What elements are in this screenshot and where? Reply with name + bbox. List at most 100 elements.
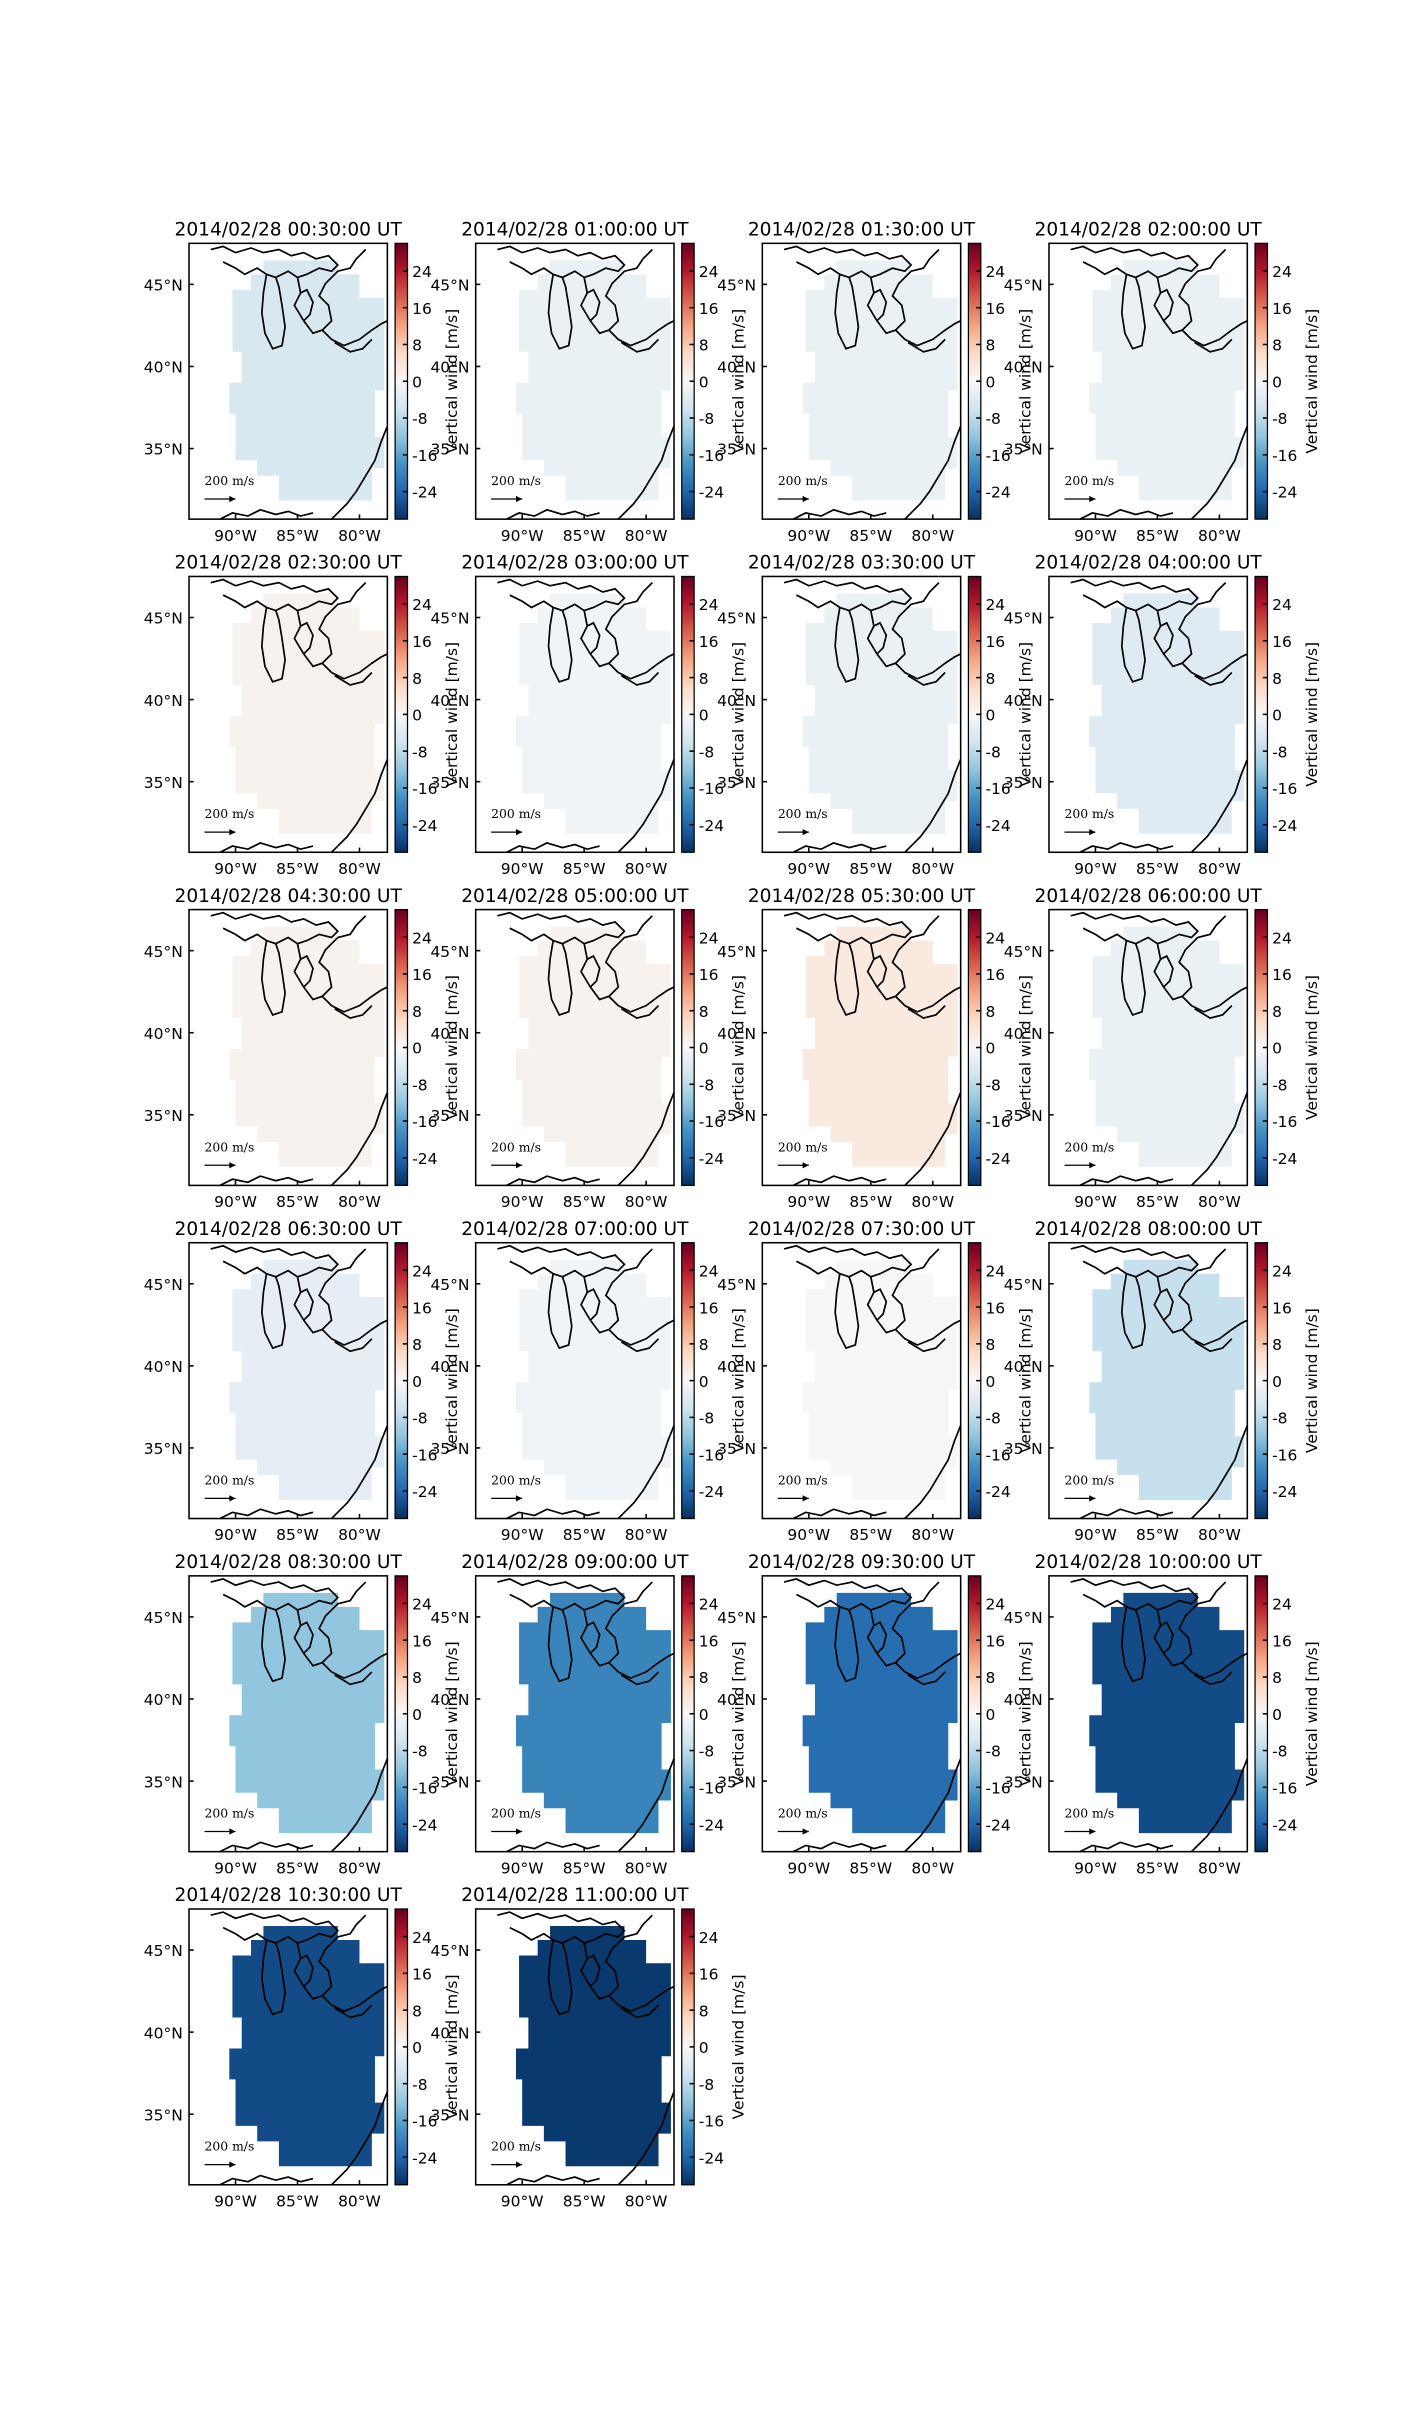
colorbar-tick-label: 16 xyxy=(985,1299,1005,1317)
colorbar-tick-label: 24 xyxy=(412,596,432,614)
coastline xyxy=(586,954,601,988)
y-tick-label: 40°N xyxy=(1004,1691,1043,1709)
colorbar-tick-label: -24 xyxy=(699,1816,724,1834)
coastline xyxy=(904,425,962,520)
x-tick-label: 80°W xyxy=(1198,527,1241,545)
colorbar-tick-label: 0 xyxy=(985,1706,995,1724)
reference-arrow-head xyxy=(1089,495,1096,503)
colorbar-tick-label: 16 xyxy=(1272,1299,1292,1317)
colorbar-tick-label: -16 xyxy=(699,1780,724,1798)
axes-frame xyxy=(188,1241,389,1520)
coastline xyxy=(1079,1508,1174,1520)
colorbar-tick-label: 16 xyxy=(985,966,1005,984)
reference-arrow-head xyxy=(802,1162,809,1169)
colorbar-tick-label: -16 xyxy=(1272,1780,1297,1798)
x-tick-label: 80°W xyxy=(911,860,954,878)
x-tick-label: 90°W xyxy=(1074,860,1117,878)
colorbar-tick-label: 0 xyxy=(699,1373,709,1391)
x-tick-label: 80°W xyxy=(1198,1193,1241,1211)
wind-field xyxy=(1089,1592,1245,1834)
reference-arrow-head xyxy=(1089,1162,1096,1169)
colorbar-tick-label: 0 xyxy=(699,1706,709,1724)
x-tick-label: 80°W xyxy=(1198,1859,1241,1877)
colorbar-tick-label: -24 xyxy=(412,484,437,502)
axes-frame xyxy=(1048,242,1249,520)
colorbar-label: Vertical wind [m/s] xyxy=(1016,642,1034,787)
y-tick-label: 40°N xyxy=(144,1691,183,1709)
colorbar-label: Vertical wind [m/s] xyxy=(1303,1641,1321,1786)
reference-arrow-label: 200 m/s xyxy=(491,806,541,821)
coastline xyxy=(219,1841,314,1853)
y-tick-label: 40°N xyxy=(1004,692,1043,710)
colorbar-tick-label: 0 xyxy=(1272,1706,1282,1724)
y-tick-label: 45°N xyxy=(430,1942,469,1960)
colorbar-tick-label: 16 xyxy=(1272,1632,1292,1650)
colorbar-tick-label: -8 xyxy=(1272,1410,1287,1428)
x-tick-label: 80°W xyxy=(625,860,668,878)
panel: 2014/02/28 10:00:00 UT 200 m/s 90°W 85°W 80°… xyxy=(1004,1552,1321,1877)
coastline xyxy=(834,607,860,683)
coastline xyxy=(586,288,601,322)
panel-title: 2014/02/28 11:00:00 UT xyxy=(461,1885,689,1906)
y-tick-label: 45°N xyxy=(144,1942,183,1960)
colorbar-tick-label: -16 xyxy=(699,780,724,798)
colorbar-tick-label: 8 xyxy=(1272,670,1282,688)
axes-frame xyxy=(188,1575,389,1853)
colorbar-tick-label: -16 xyxy=(985,447,1010,465)
panel: 2014/02/28 02:00:00 UT 200 m/s 90°W 85°W 80°… xyxy=(1004,220,1321,545)
coastline xyxy=(219,1508,314,1520)
x-tick-label: 80°W xyxy=(625,1859,668,1877)
coastline xyxy=(1070,1578,1199,1611)
colorbar-label: Vertical wind [m/s] xyxy=(1016,1641,1034,1786)
coastline xyxy=(321,1319,388,1346)
x-tick-label: 85°W xyxy=(563,860,606,878)
colorbar-tick-label: 0 xyxy=(412,1706,422,1724)
coastline xyxy=(547,607,573,683)
coastline xyxy=(260,1606,286,1683)
colorbar-tick-label: -8 xyxy=(1272,743,1287,761)
reference-arrow-label: 200 m/s xyxy=(778,1806,828,1821)
y-tick-label: 45°N xyxy=(717,277,756,295)
axes-frame xyxy=(761,1241,962,1520)
coastline xyxy=(873,621,888,655)
coastline xyxy=(1079,1175,1174,1187)
panel-title: 2014/02/28 08:00:00 UT xyxy=(1035,1219,1263,1240)
coastline xyxy=(219,842,314,854)
coastline xyxy=(506,2174,600,2186)
panel-title: 2014/02/28 08:30:00 UT xyxy=(175,1552,403,1573)
colorbar-tick-label: 8 xyxy=(699,1003,709,1021)
x-tick-label: 90°W xyxy=(214,1193,257,1211)
coastline xyxy=(866,248,940,335)
colorbar-tick-label: -8 xyxy=(985,410,1000,428)
coastline xyxy=(1190,1092,1249,1187)
x-tick-label: 90°W xyxy=(501,527,544,545)
colorbar-tick-label: 24 xyxy=(1272,929,1292,947)
x-tick-label: 90°W xyxy=(787,1193,830,1211)
coastline xyxy=(608,986,675,1013)
axes-frame xyxy=(474,908,675,1187)
colorbar-tick-label: -8 xyxy=(699,743,714,761)
coastline xyxy=(866,915,940,1001)
coastline xyxy=(1194,671,1233,686)
colorbar-label: Vertical wind [m/s] xyxy=(1016,975,1034,1120)
colorbar-tick-label: -16 xyxy=(1272,1446,1297,1464)
axes-frame xyxy=(1048,908,1249,1187)
colorbar-tick-label: -16 xyxy=(985,1113,1010,1131)
colorbar-tick-label: 8 xyxy=(699,670,709,688)
colorbar-label: Vertical wind [m/s] xyxy=(1303,309,1321,454)
coastline xyxy=(330,1758,389,1853)
y-tick-label: 40°N xyxy=(1004,359,1043,377)
colorbar-label: Vertical wind [m/s] xyxy=(730,642,748,787)
coastline xyxy=(260,1273,286,1350)
panel-title: 2014/02/28 09:00:00 UT xyxy=(461,1552,689,1573)
coastline xyxy=(586,1621,601,1654)
coastline xyxy=(497,1244,626,1278)
coastline xyxy=(617,1758,675,1853)
panel-title: 2014/02/28 04:30:00 UT xyxy=(175,886,403,907)
reference-arrow-head xyxy=(515,1495,523,1502)
x-tick-label: 85°W xyxy=(1136,860,1179,878)
coastline xyxy=(260,940,286,1017)
coastline xyxy=(300,954,314,988)
wind-field xyxy=(802,926,958,1167)
colorbar-tick-label: 0 xyxy=(985,373,995,391)
